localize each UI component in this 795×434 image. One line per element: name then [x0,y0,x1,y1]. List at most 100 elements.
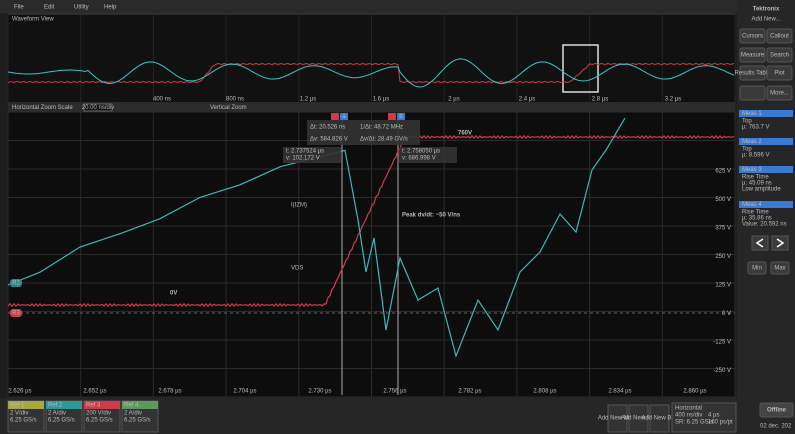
meas-value: µ: 35.86 ns [742,216,772,222]
add-button-label[interactable]: Add New Bus [641,416,677,422]
side-button-bg[interactable] [766,28,793,44]
ref-line: 2 V/div [10,411,28,417]
meas-name: Top [742,119,752,125]
ref-line: 6.25 GS/s [86,418,113,424]
cursor-a-flag [331,113,339,120]
horizontal-line: 4 µs [708,413,719,419]
overview-x-label: 2.4 µs [519,97,535,103]
grid [7,14,736,398]
ref-name: Ref 3 [86,403,101,409]
overview-x-label: 1.2 µs [300,97,316,103]
side-button[interactable]: Cursors [742,34,763,40]
cursor-b-flag [388,113,396,120]
side-button-bg[interactable] [766,65,793,81]
annotation: 760V [458,131,472,137]
meas-header[interactable] [739,138,793,145]
y-tick-label: 500 V [715,197,731,203]
ref-name: Ref 2 [48,403,63,409]
side-button-bg[interactable] [739,28,766,44]
annotation: I(IZM) [291,203,307,209]
meas-header[interactable] [739,110,793,117]
r3-marker [10,309,22,317]
menu-item[interactable]: Edit [44,5,55,11]
add-button-label[interactable]: Add New Ref [621,416,657,422]
vertical-zoom-label: Vertical Zoom [210,105,247,111]
ref-line: 6.25 GS/s [48,418,75,424]
nav-button-bg[interactable] [747,261,767,275]
meas-title: Meas 4 [742,202,762,208]
side-button[interactable]: Search [770,53,789,59]
ref-line: 6.25 GS/s [10,418,37,424]
ref-line: 2 A/div [124,411,142,417]
zoom-box [562,44,599,93]
horizontal-tile[interactable] [671,402,737,433]
ref-header [122,401,158,409]
side-button-bg[interactable] [766,47,793,63]
ref-header [8,401,44,409]
side-button-bg[interactable] [739,47,766,63]
side-button-bg[interactable] [739,65,766,81]
delta-readout: Δv/Δt: 28.49 GV/s [360,137,408,143]
cursor-b-readout: t: 2.758050 µs [402,149,440,155]
prev-button[interactable] [751,235,769,251]
menu-item[interactable]: File [14,5,24,11]
cursor-a-readout: v: 102.172 V [286,156,320,162]
meas-header[interactable] [739,201,793,208]
side-button[interactable]: More... [770,91,789,97]
x-tick-label: 2.678 µs [158,389,181,395]
cursor-a-label: a [342,114,346,120]
r3-label: R3 [12,311,20,317]
side-button[interactable]: Callout [770,34,789,40]
add-button[interactable] [628,404,649,433]
offline-button-bg[interactable] [759,402,794,418]
meas-title: Meas 3 [742,167,762,173]
brand: Tektronix [753,7,780,13]
ref-line: 6.25 GS/s [124,418,151,424]
cursor-a-readout: t: 2.737524 µs [286,149,324,155]
overview-x-label: 800 ns [226,97,244,103]
offline-button[interactable]: Offline [767,408,787,414]
side-button[interactable]: Plot [774,71,785,77]
ref-name: Ref 4 [124,403,139,409]
r2-marker [10,279,22,287]
ref-line: 200 V/div [86,411,111,417]
nav-button[interactable]: Max [774,266,785,272]
next-button[interactable] [771,235,789,251]
side-button-bg[interactable] [766,85,793,101]
overview-x-label: 2 µs [448,97,459,103]
next-arrow [776,238,785,248]
overview-title: Waveform View [12,17,54,23]
meas-header[interactable] [739,166,793,173]
cursor-b-readout-box [399,147,457,163]
side-button[interactable]: Results Table [735,71,772,77]
meas-note: Value: 20.592 ns [742,222,787,228]
add-button[interactable] [607,404,628,433]
nav-button-bg[interactable] [770,261,790,275]
x-tick-label: 2.860 µs [683,389,706,395]
add-button[interactable] [649,404,670,433]
delta-readout: Δt: 20.526 ns [310,125,345,131]
cursor-b-label: b [399,114,403,120]
cursor-b-readout: v: 686.998 V [402,156,436,162]
icon-button[interactable] [739,85,766,101]
zoom-bar [8,103,735,112]
prev-arrow [755,238,764,248]
cursor-a-readout-box [283,147,341,163]
meas-value: µ: 763.7 V [742,125,769,131]
nav-button[interactable]: Min [752,266,762,272]
y-tick-label: -125 V [713,340,731,346]
delta-readout-box [307,120,420,145]
date: 02 dec. 202 [760,424,792,430]
ref-header [46,401,82,409]
side-button[interactable]: Measure [741,53,765,59]
menu-item[interactable]: Help [104,5,117,11]
overview-x-label: 3.2 µs [665,97,681,103]
y-tick-label: -250 V [713,368,731,374]
y-tick-label: 125 V [715,283,731,289]
menu-item[interactable]: Utility [74,5,89,11]
annotation: VDS [291,266,303,272]
add-button-label[interactable]: Add New Math [598,416,637,422]
side-title: Add New... [751,17,780,23]
horizontal-line: 400 ns/div [675,413,702,419]
